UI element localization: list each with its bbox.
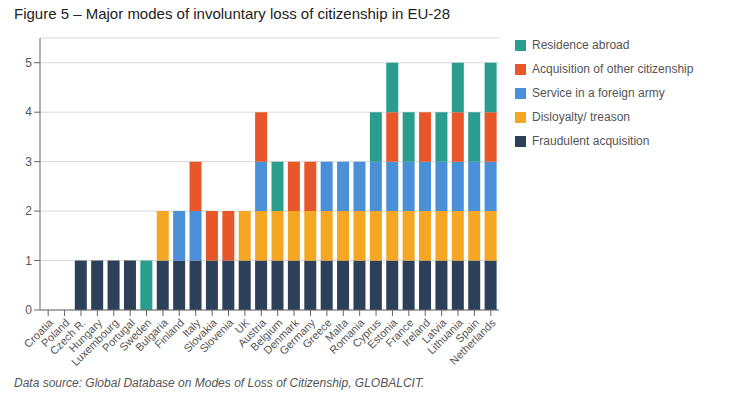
svg-text:Malta: Malta (322, 316, 351, 344)
svg-text:Belgium: Belgium (248, 316, 285, 353)
svg-text:4: 4 (25, 105, 32, 119)
svg-text:Estonia: Estonia (364, 316, 400, 351)
svg-text:Slovenia: Slovenia (197, 316, 236, 355)
svg-text:Portugal: Portugal (99, 316, 138, 354)
svg-text:Cyprus: Cyprus (349, 316, 383, 350)
html-text:Figure 5 – Major modes of invo: Figure 5 – Major modes of involuntary lo… (14, 5, 450, 22)
svg-text:Spain: Spain (453, 316, 482, 345)
svg-text:Netherlands: Netherlands (447, 316, 498, 367)
svg-text:Austria: Austria (235, 316, 269, 350)
svg-text:Italy: Italy (179, 316, 203, 340)
svg-text:Denmark: Denmark (261, 316, 301, 357)
svg-text:Bulgaria: Bulgaria (132, 316, 170, 354)
html-text:Acquisition of other citizensh: Acquisition of other citizenship (532, 62, 694, 76)
html-text:Data source: Global Database o: Data source: Global Database on Modes of… (14, 376, 425, 390)
svg-text:0: 0 (25, 303, 32, 317)
svg-text:France: France (383, 316, 416, 350)
svg-text:3: 3 (25, 155, 32, 169)
svg-text:UK: UK (232, 316, 252, 336)
svg-text:Ireland: Ireland (399, 316, 433, 349)
svg-text:Finland: Finland (152, 316, 187, 351)
svg-text:Greece: Greece (299, 316, 334, 351)
svg-text:Romania: Romania (327, 316, 367, 357)
svg-text:2: 2 (25, 204, 32, 218)
svg-text:1: 1 (25, 254, 32, 268)
svg-text:Latvia: Latvia (419, 316, 449, 346)
html-text:Residence abroad: Residence abroad (532, 38, 630, 52)
svg-text:Luxembourg: Luxembourg (69, 316, 121, 369)
svg-text:Czech R.: Czech R. (47, 316, 88, 357)
html-text:Service in a foreign army: Service in a foreign army (532, 86, 665, 100)
html-text:Fraudulent acquisition: Fraudulent acquisition (532, 134, 650, 148)
svg-text:Croatia: Croatia (21, 316, 56, 350)
svg-text:Slovakia: Slovakia (181, 316, 220, 355)
svg-text:Lithuania: Lithuania (424, 316, 465, 357)
html-text:Disloyalty/ treason: Disloyalty/ treason (532, 110, 630, 124)
svg-text:5: 5 (25, 56, 32, 70)
svg-text:Sweden: Sweden (116, 316, 154, 354)
svg-text:Germany: Germany (276, 316, 318, 357)
svg-text:Hungary: Hungary (66, 316, 105, 355)
svg-text:Poland: Poland (38, 316, 72, 350)
